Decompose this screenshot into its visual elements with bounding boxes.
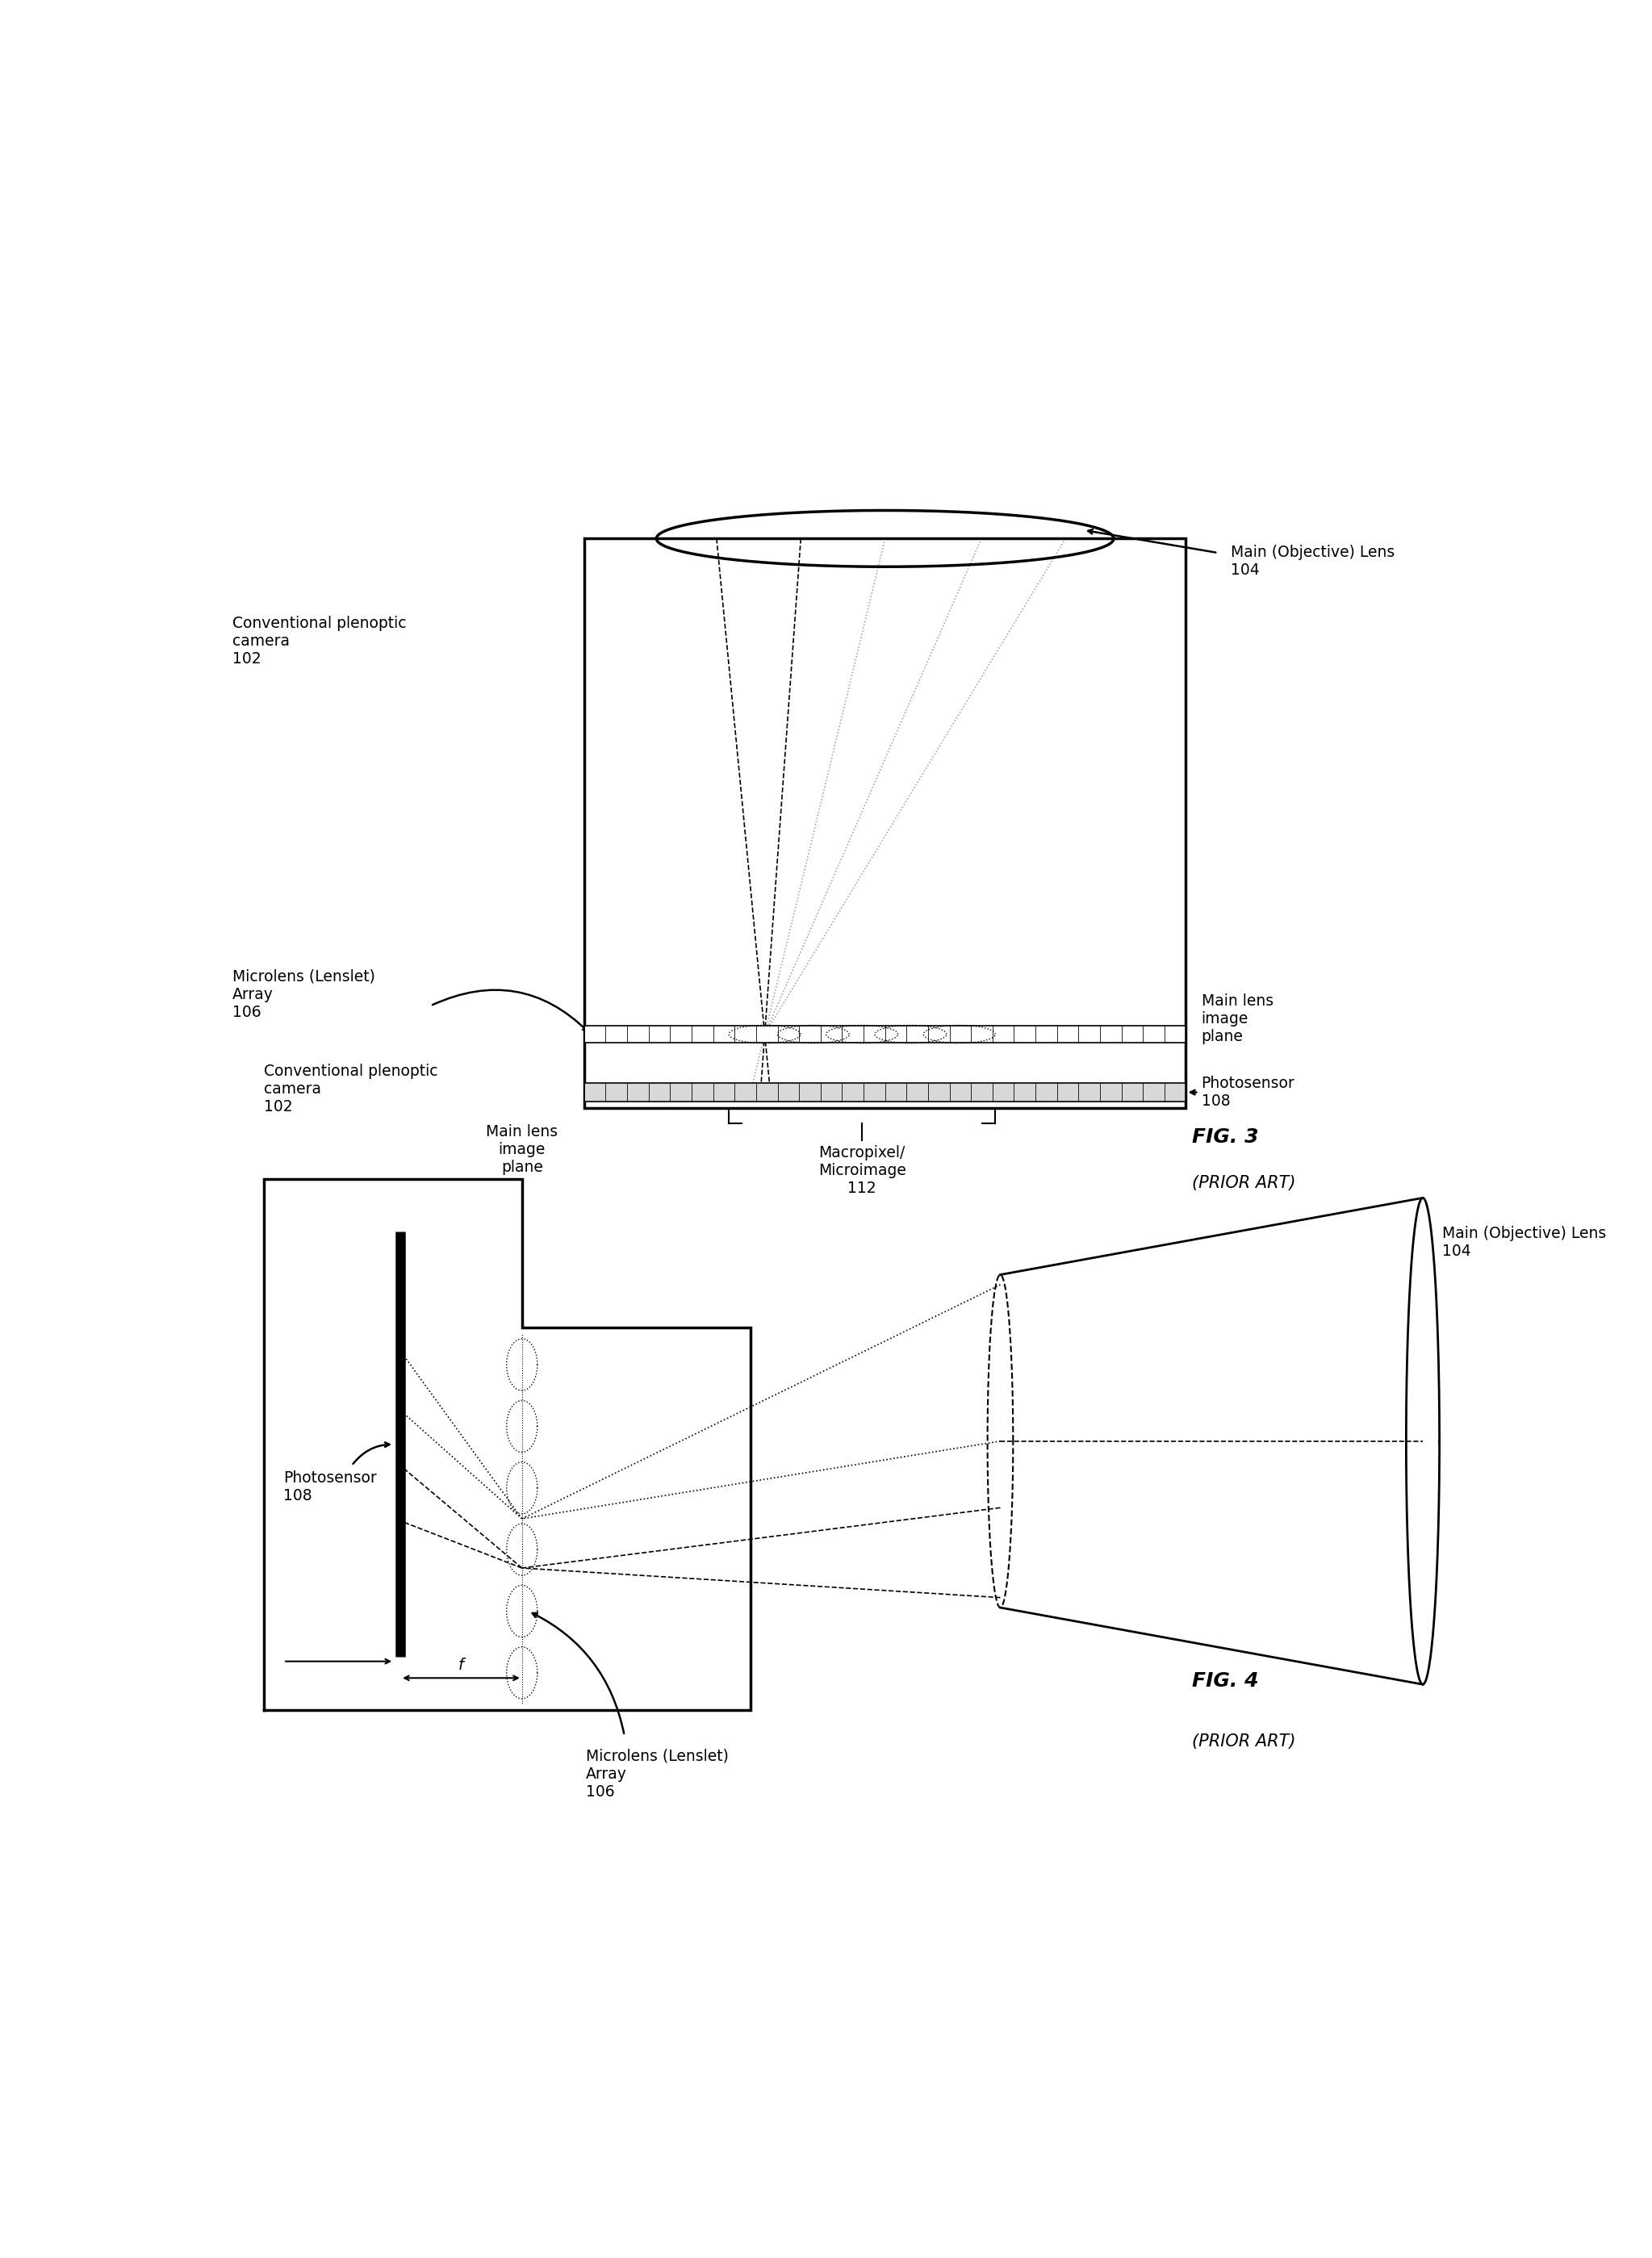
Text: Conventional plenoptic
camera
102: Conventional plenoptic camera 102	[264, 1064, 438, 1115]
Text: Conventional plenoptic
camera
102: Conventional plenoptic camera 102	[231, 616, 406, 666]
Text: Microlens (Lenslet)
Array
106: Microlens (Lenslet) Array 106	[586, 1748, 729, 1800]
Text: Photosensor
108: Photosensor 108	[284, 1470, 377, 1504]
Text: Microlens (Lenslet)
Array
106: Microlens (Lenslet) Array 106	[231, 969, 375, 1021]
Bar	[585, 1084, 1186, 1102]
Text: (PRIOR ART): (PRIOR ART)	[1193, 1174, 1297, 1190]
Bar	[585, 1025, 1186, 1043]
Text: FIG. 4: FIG. 4	[1193, 1671, 1259, 1691]
Text: Main (Objective) Lens
104: Main (Objective) Lens 104	[1442, 1226, 1606, 1260]
Bar	[585, 540, 1186, 1109]
Text: (PRIOR ART): (PRIOR ART)	[1193, 1734, 1297, 1750]
Text: Photosensor
108: Photosensor 108	[1201, 1075, 1295, 1109]
Text: Macropixel/
Microimage
112: Macropixel/ Microimage 112	[818, 1145, 905, 1197]
Text: Main (Objective) Lens
104: Main (Objective) Lens 104	[1231, 544, 1394, 578]
Text: f: f	[458, 1657, 464, 1673]
Text: Main lens
image
plane: Main lens image plane	[1201, 994, 1274, 1043]
Text: Main lens
image
plane: Main lens image plane	[486, 1124, 558, 1174]
Text: FIG. 3: FIG. 3	[1193, 1127, 1259, 1147]
